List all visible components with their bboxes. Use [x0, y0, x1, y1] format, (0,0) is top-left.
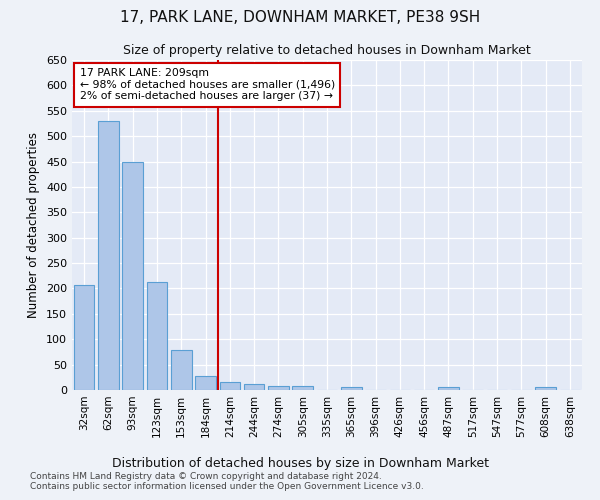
Bar	[146, 282, 167, 390]
Bar	[438, 387, 459, 390]
Text: Contains HM Land Registry data © Crown copyright and database right 2024.: Contains HM Land Registry data © Crown c…	[30, 472, 382, 481]
Bar	[268, 386, 289, 390]
Bar	[171, 350, 191, 390]
Bar	[122, 162, 143, 390]
Bar	[341, 387, 362, 390]
Bar	[195, 376, 216, 390]
Bar	[244, 384, 265, 390]
Title: Size of property relative to detached houses in Downham Market: Size of property relative to detached ho…	[123, 44, 531, 58]
Bar	[292, 386, 313, 390]
Bar	[535, 387, 556, 390]
Text: Distribution of detached houses by size in Downham Market: Distribution of detached houses by size …	[112, 458, 488, 470]
Bar	[220, 382, 240, 390]
Bar	[98, 121, 119, 390]
Bar	[74, 285, 94, 390]
Y-axis label: Number of detached properties: Number of detached properties	[28, 132, 40, 318]
Text: 17 PARK LANE: 209sqm
← 98% of detached houses are smaller (1,496)
2% of semi-det: 17 PARK LANE: 209sqm ← 98% of detached h…	[80, 68, 335, 102]
Text: 17, PARK LANE, DOWNHAM MARKET, PE38 9SH: 17, PARK LANE, DOWNHAM MARKET, PE38 9SH	[120, 10, 480, 25]
Text: Contains public sector information licensed under the Open Government Licence v3: Contains public sector information licen…	[30, 482, 424, 491]
